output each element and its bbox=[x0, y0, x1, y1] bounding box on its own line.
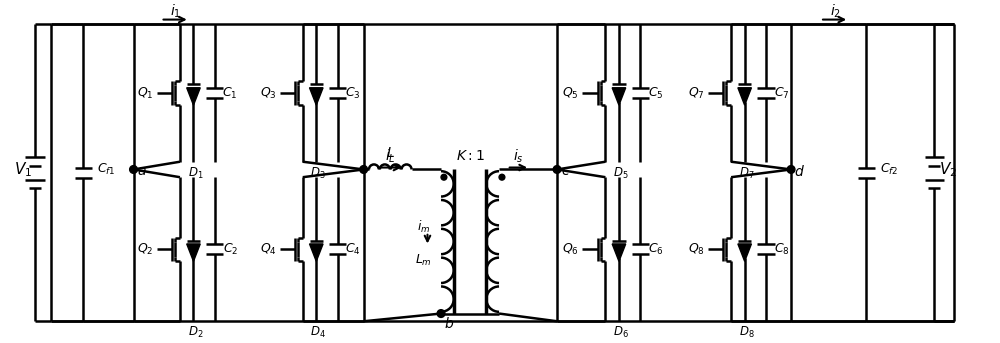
Circle shape bbox=[787, 166, 795, 173]
Text: $Q_2$: $Q_2$ bbox=[137, 242, 153, 257]
Text: $D_6$: $D_6$ bbox=[613, 325, 629, 341]
Text: $Q_6$: $Q_6$ bbox=[562, 242, 579, 257]
Polygon shape bbox=[612, 88, 626, 105]
Text: $D_8$: $D_8$ bbox=[739, 325, 754, 341]
Text: $D_3$: $D_3$ bbox=[310, 166, 326, 181]
Circle shape bbox=[437, 310, 445, 317]
Text: $D_7$: $D_7$ bbox=[739, 166, 754, 181]
Polygon shape bbox=[738, 88, 751, 105]
Text: $L$: $L$ bbox=[386, 146, 395, 160]
Circle shape bbox=[553, 166, 561, 173]
Circle shape bbox=[499, 174, 505, 180]
Text: $a$: $a$ bbox=[137, 164, 147, 178]
Text: $K:1$: $K:1$ bbox=[456, 149, 484, 163]
Text: $C_{f1}$: $C_{f1}$ bbox=[97, 162, 116, 177]
Text: $C_7$: $C_7$ bbox=[774, 85, 789, 100]
Text: $i_2$: $i_2$ bbox=[830, 2, 841, 20]
Text: $i_s$: $i_s$ bbox=[513, 147, 524, 165]
Text: $C_1$: $C_1$ bbox=[222, 85, 238, 100]
Circle shape bbox=[360, 166, 368, 173]
Text: $D_2$: $D_2$ bbox=[188, 325, 203, 341]
Text: $i_L$: $i_L$ bbox=[385, 147, 396, 165]
Text: $Q_5$: $Q_5$ bbox=[562, 85, 579, 100]
Polygon shape bbox=[187, 244, 200, 261]
Polygon shape bbox=[310, 88, 323, 105]
Text: $Q_4$: $Q_4$ bbox=[260, 242, 276, 257]
Text: $Q_8$: $Q_8$ bbox=[688, 242, 705, 257]
Text: $C_2$: $C_2$ bbox=[223, 242, 238, 257]
Text: $i_m$: $i_m$ bbox=[417, 219, 430, 235]
Text: $D_4$: $D_4$ bbox=[310, 325, 326, 341]
Text: $C_{f2}$: $C_{f2}$ bbox=[880, 162, 899, 177]
Text: $i_1$: $i_1$ bbox=[170, 2, 181, 20]
Polygon shape bbox=[612, 244, 626, 261]
Text: $Q_3$: $Q_3$ bbox=[260, 85, 276, 100]
Text: $C_5$: $C_5$ bbox=[648, 85, 663, 100]
Text: $d$: $d$ bbox=[794, 164, 805, 179]
Text: $b$: $b$ bbox=[444, 316, 454, 331]
Text: $C_3$: $C_3$ bbox=[345, 85, 361, 100]
Text: $C_4$: $C_4$ bbox=[345, 242, 361, 257]
Polygon shape bbox=[187, 88, 200, 105]
Polygon shape bbox=[738, 244, 751, 261]
Text: $Q_1$: $Q_1$ bbox=[137, 85, 153, 100]
Text: $C_8$: $C_8$ bbox=[774, 242, 789, 257]
Text: $V_2$: $V_2$ bbox=[939, 160, 957, 179]
Circle shape bbox=[441, 174, 447, 180]
Polygon shape bbox=[310, 244, 323, 261]
Text: $V_1$: $V_1$ bbox=[14, 160, 32, 179]
Circle shape bbox=[130, 166, 137, 173]
Text: $c$: $c$ bbox=[561, 164, 570, 178]
Text: $L_m$: $L_m$ bbox=[415, 253, 432, 268]
Text: $D_1$: $D_1$ bbox=[188, 166, 203, 181]
Text: $C_6$: $C_6$ bbox=[648, 242, 664, 257]
Text: $D_5$: $D_5$ bbox=[613, 166, 629, 181]
Text: $Q_7$: $Q_7$ bbox=[688, 85, 705, 100]
